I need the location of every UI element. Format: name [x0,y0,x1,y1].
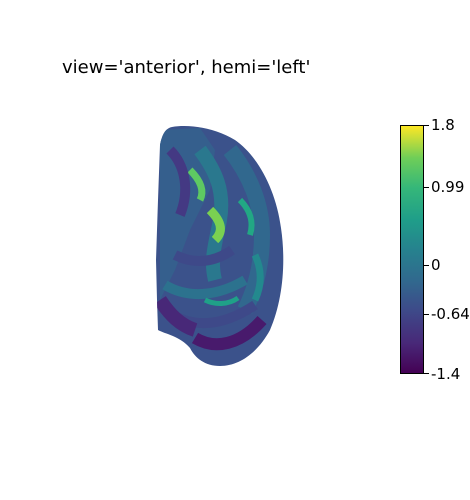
colorbar-tick [424,125,429,126]
colorbar-tick-label: -1.4 [431,365,461,383]
plot-title: view='anterior', hemi='left' [62,57,311,78]
colorbar-tick-label: 1.8 [431,116,455,134]
colorbar-tick [424,373,429,374]
colorbar-tick [424,187,429,188]
colorbar-tick [424,314,429,315]
colorbar-tick-label: 0.99 [431,178,465,196]
colorbar-tick [424,265,429,266]
colorbar-tick-label: 0 [431,256,441,274]
colorbar-tick-label: -0.64 [431,305,470,323]
colorbar [400,125,424,374]
